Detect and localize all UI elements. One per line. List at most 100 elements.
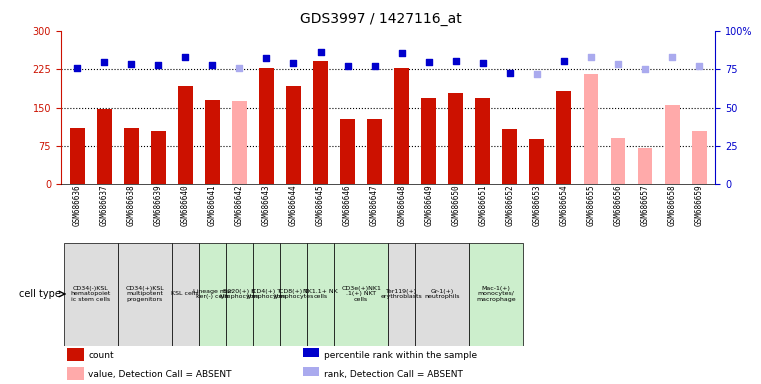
Point bbox=[476, 60, 489, 66]
Text: GSM686658: GSM686658 bbox=[667, 184, 677, 226]
Bar bbox=[303, 367, 320, 376]
Text: Ter119(+)
erythroblasts: Ter119(+) erythroblasts bbox=[380, 289, 422, 300]
Text: NK1.1+ NK
cells: NK1.1+ NK cells bbox=[303, 289, 338, 300]
Point bbox=[504, 70, 516, 76]
Text: GSM686639: GSM686639 bbox=[154, 184, 163, 226]
Bar bbox=[124, 128, 139, 184]
Bar bbox=[151, 131, 166, 184]
Text: CD3e(+)NK1
.1(+) NKT
cells: CD3e(+)NK1 .1(+) NKT cells bbox=[341, 286, 381, 302]
Point bbox=[152, 62, 164, 68]
Point bbox=[585, 54, 597, 60]
Point bbox=[234, 65, 246, 71]
Point bbox=[422, 60, 435, 66]
Point bbox=[450, 58, 462, 65]
Text: CD34(-)KSL
hematopoiet
ic stem cells: CD34(-)KSL hematopoiet ic stem cells bbox=[71, 286, 111, 302]
Bar bbox=[556, 91, 572, 184]
FancyBboxPatch shape bbox=[64, 243, 118, 346]
FancyBboxPatch shape bbox=[253, 243, 280, 346]
Bar bbox=[97, 109, 112, 184]
Point bbox=[612, 61, 624, 67]
Text: GSM686657: GSM686657 bbox=[641, 184, 650, 226]
Text: GSM686659: GSM686659 bbox=[695, 184, 704, 226]
Text: GSM686636: GSM686636 bbox=[72, 184, 81, 226]
Text: GSM686653: GSM686653 bbox=[533, 184, 541, 226]
Bar bbox=[68, 348, 84, 361]
Bar bbox=[530, 139, 544, 184]
FancyBboxPatch shape bbox=[334, 243, 388, 346]
Text: GSM686647: GSM686647 bbox=[370, 184, 379, 226]
Bar bbox=[502, 129, 517, 184]
Bar bbox=[340, 119, 355, 184]
Bar bbox=[610, 138, 626, 184]
Point bbox=[260, 55, 272, 61]
Point bbox=[98, 60, 110, 66]
Text: GSM686646: GSM686646 bbox=[343, 184, 352, 226]
Point bbox=[368, 63, 380, 69]
Point bbox=[288, 60, 300, 66]
Text: B220(+) B
lymphocytes: B220(+) B lymphocytes bbox=[219, 289, 260, 300]
Text: GSM686651: GSM686651 bbox=[478, 184, 487, 226]
FancyBboxPatch shape bbox=[416, 243, 470, 346]
Bar bbox=[367, 119, 382, 184]
Point bbox=[558, 58, 570, 65]
FancyBboxPatch shape bbox=[199, 243, 226, 346]
Text: GSM686652: GSM686652 bbox=[505, 184, 514, 226]
Bar bbox=[394, 68, 409, 184]
Bar bbox=[70, 128, 84, 184]
Text: GSM686648: GSM686648 bbox=[397, 184, 406, 226]
Text: Mac-1(+)
monocytes/
macrophage: Mac-1(+) monocytes/ macrophage bbox=[476, 286, 516, 302]
Bar bbox=[422, 98, 436, 184]
Point bbox=[639, 66, 651, 72]
Text: GSM686645: GSM686645 bbox=[316, 184, 325, 226]
Text: GSM686641: GSM686641 bbox=[208, 184, 217, 226]
Text: GSM686654: GSM686654 bbox=[559, 184, 568, 226]
Text: count: count bbox=[88, 351, 114, 360]
Bar bbox=[448, 93, 463, 184]
Bar bbox=[692, 131, 706, 184]
Bar bbox=[476, 98, 490, 184]
Point bbox=[314, 49, 326, 55]
Text: GSM686643: GSM686643 bbox=[262, 184, 271, 226]
Text: GSM686644: GSM686644 bbox=[289, 184, 298, 226]
FancyBboxPatch shape bbox=[280, 243, 307, 346]
FancyBboxPatch shape bbox=[307, 243, 334, 346]
Text: GSM686640: GSM686640 bbox=[181, 184, 189, 226]
Bar bbox=[664, 105, 680, 184]
FancyBboxPatch shape bbox=[226, 243, 253, 346]
Bar bbox=[303, 348, 320, 357]
Text: CD4(+) T
lymphocytes: CD4(+) T lymphocytes bbox=[247, 289, 287, 300]
Point bbox=[206, 62, 218, 68]
Bar bbox=[178, 86, 193, 184]
Point bbox=[179, 54, 191, 60]
Text: rank, Detection Call = ABSENT: rank, Detection Call = ABSENT bbox=[324, 370, 463, 379]
FancyBboxPatch shape bbox=[388, 243, 416, 346]
Text: GSM686649: GSM686649 bbox=[424, 184, 433, 226]
Bar bbox=[205, 100, 220, 184]
Text: GSM686650: GSM686650 bbox=[451, 184, 460, 226]
Point bbox=[396, 50, 408, 56]
Text: GSM686655: GSM686655 bbox=[587, 184, 595, 226]
Point bbox=[125, 61, 137, 67]
Point bbox=[666, 54, 678, 60]
Text: GSM686637: GSM686637 bbox=[100, 184, 109, 226]
Text: Lineage mar
ker(-) cells: Lineage mar ker(-) cells bbox=[193, 289, 232, 300]
Bar bbox=[259, 68, 274, 184]
Text: value, Detection Call = ABSENT: value, Detection Call = ABSENT bbox=[88, 370, 232, 379]
Text: percentile rank within the sample: percentile rank within the sample bbox=[324, 351, 477, 360]
Point bbox=[693, 63, 705, 69]
Bar bbox=[286, 86, 301, 184]
Text: Gr-1(+)
neutrophils: Gr-1(+) neutrophils bbox=[425, 289, 460, 300]
Bar bbox=[638, 149, 652, 184]
Text: CD34(+)KSL
multipotent
progenitors: CD34(+)KSL multipotent progenitors bbox=[126, 286, 164, 302]
FancyBboxPatch shape bbox=[118, 243, 172, 346]
Point bbox=[71, 65, 83, 71]
FancyBboxPatch shape bbox=[470, 243, 524, 346]
Text: GSM686638: GSM686638 bbox=[126, 184, 135, 226]
Bar bbox=[584, 74, 598, 184]
Text: GSM686642: GSM686642 bbox=[235, 184, 244, 226]
Point bbox=[342, 63, 354, 69]
Bar bbox=[68, 367, 84, 380]
Text: cell type: cell type bbox=[19, 289, 61, 299]
Point bbox=[530, 71, 543, 77]
Text: KSL cells: KSL cells bbox=[171, 291, 199, 296]
